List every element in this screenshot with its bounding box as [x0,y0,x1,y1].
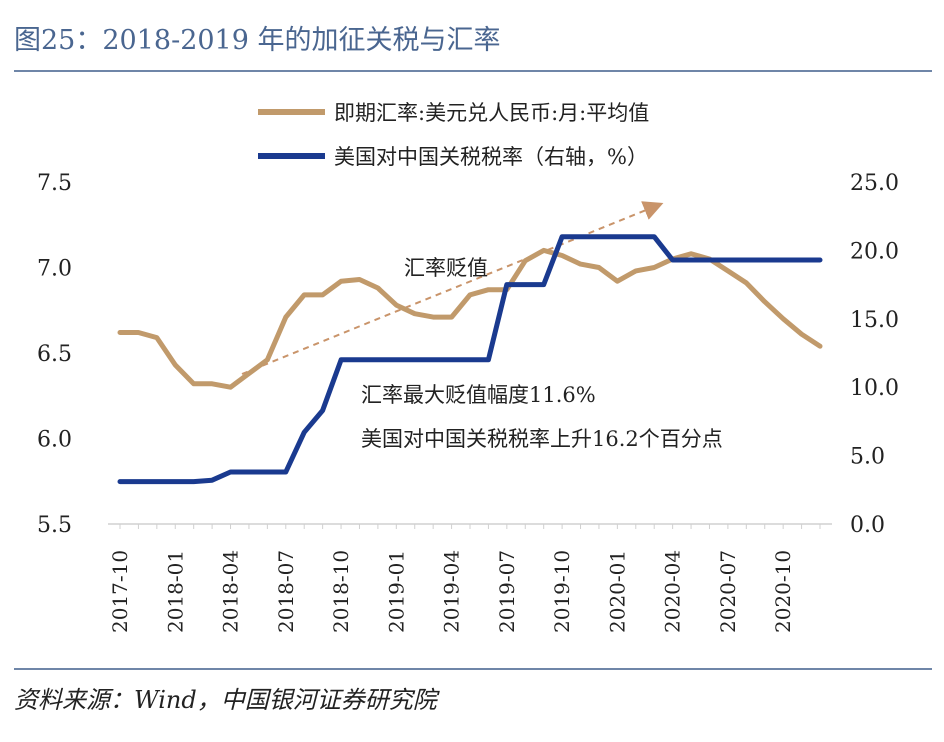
series-line-tariff [117,234,823,485]
x-axis-tick-label: 2020-01 [605,550,629,633]
x-axis-tick-label: 2020-04 [661,550,685,633]
series-line-exchange-rate [117,247,823,390]
x-axis-tick-label: 2018-04 [219,550,243,633]
left-axis-tick-label: 7.5 [37,171,72,196]
annotation-depreciation: 汇率贬值 [404,256,488,280]
x-axis-tick-label: 2019-04 [440,550,464,633]
left-axis-tick-label: 6.0 [37,428,72,453]
x-axis-tick-label: 2020-10 [771,550,795,633]
trend-arrow [241,201,664,375]
right-axis-tick-label: 15.0 [850,308,899,333]
x-axis-tick-label: 2019-10 [550,550,574,633]
x-axis-tick-label: 2018-10 [329,550,353,633]
x-axis-tick-label: 2018-01 [163,550,187,633]
title-divider [14,70,932,72]
x-axis-tick-label: 2020-07 [716,550,740,633]
legend-label-exchange-rate: 即期汇率:美元兑人民币:月:平均值 [334,101,649,125]
annotation-max-depreciation: 汇率最大贬值幅度11.6% [361,383,596,407]
x-axis-tick-label: 2017-10 [108,550,132,633]
source-note: 资料来源：Wind，中国银河证券研究院 [14,686,437,714]
x-axis-tick-label: 2019-07 [495,550,519,633]
legend-label-tariff: 美国对中国关税税率（右轴，%） [334,145,648,169]
right-axis-tick-label: 5.0 [850,445,885,470]
source-divider [14,668,932,670]
page-title: 图25：2018-2019 年的加征关税与汇率 [14,25,501,56]
left-axis-tick-label: 5.5 [37,513,72,538]
x-axis-tick-label: 2018-07 [274,550,298,633]
left-axis-tick-label: 7.0 [37,257,72,282]
left-axis-tick-label: 6.5 [37,342,72,367]
right-axis-tick-label: 0.0 [850,513,885,538]
annotation-tariff-increase: 美国对中国关税税率上升16.2个百分点 [361,427,723,451]
right-axis-tick-label: 25.0 [850,171,899,196]
right-axis-tick-label: 10.0 [850,376,899,401]
x-axis-tick-label: 2019-01 [384,550,408,633]
right-axis-tick-label: 20.0 [850,239,899,264]
